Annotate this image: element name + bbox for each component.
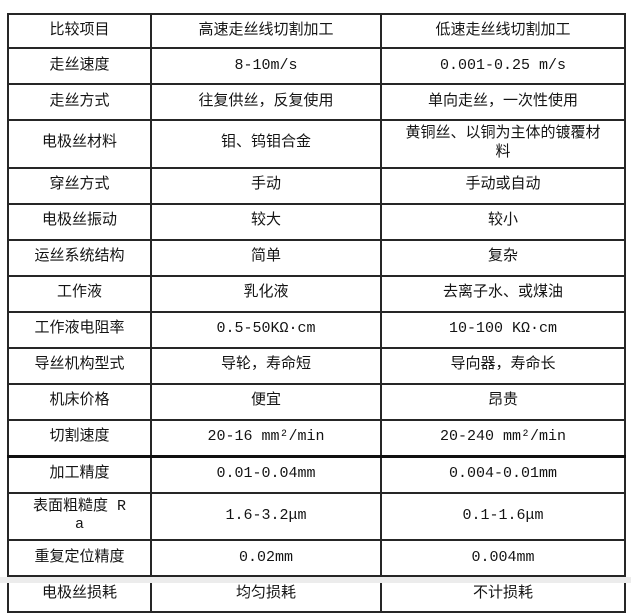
value-cell-high-speed: 往复供丝，反复使用 [150,83,382,121]
value-cell-high-speed: 导轮，寿命短 [150,346,382,385]
value-cell-low-speed: 复杂 [380,238,626,277]
table-row: 机床价格 便宜 昂贵 [7,382,626,421]
table-row: 工作液 乳化液 去离子水、或煤油 [7,274,626,313]
bottom-strip [0,577,631,583]
value-cell-low-speed: 昂贵 [380,382,626,421]
value-cell-high-speed: 钼、钨钼合金 [150,119,382,169]
value-cell-high-speed: 0.01-0.04mm [150,455,382,494]
table-row: 重复定位精度 0.02mm 0.004mm [7,539,626,577]
row-header-cell: 运丝系统结构 [7,238,152,277]
table-row: 工作液电阻率 0.5-50KΩ·cm 10-100 KΩ·cm [7,310,626,349]
value-cell-high-speed: 1.6-3.2μm [150,491,382,541]
row-header-cell: 工作液 [7,274,152,313]
row-header-cell: 工作液电阻率 [7,310,152,349]
value-cell-low-speed: 单向走丝，一次性使用 [380,83,626,121]
value-cell-low-speed: 20-240 mm²/min [380,418,626,458]
row-header-cell: 穿丝方式 [7,166,152,205]
table-row: 电极丝材料 钼、钨钼合金 黄铜丝、以铜为主体的镀覆材料 [7,119,626,169]
row-header-cell: 走丝速度 [7,47,152,85]
page-background: 比较项目 高速走丝线切割加工 低速走丝线切割加工 走丝速度 8-10m/s 0.00… [0,13,631,613]
row-header-cell: 电极丝振动 [7,202,152,241]
table-row: 切割速度 20-16 mm²/min 20-240 mm²/min [7,418,626,458]
value-cell-low-speed: 0.001-0.25 m/s [380,47,626,85]
value-cell-high-speed: 简单 [150,238,382,277]
value-cell-low-speed: 10-100 KΩ·cm [380,310,626,349]
value-cell-low-speed: 导向器，寿命长 [380,346,626,385]
value-cell-low-speed: 0.004mm [380,539,626,577]
value-cell-low-speed: 0.004-0.01mm [380,455,626,494]
row-header-cell: 机床价格 [7,382,152,421]
table-row: 导丝机构型式 导轮，寿命短 导向器，寿命长 [7,346,626,385]
table-row: 走丝方式 往复供丝，反复使用 单向走丝，一次性使用 [7,83,626,121]
column-header-low-speed: 低速走丝线切割加工 [380,13,626,49]
value-cell-high-speed: 20-16 mm²/min [150,418,382,458]
value-cell-high-speed: 0.02mm [150,539,382,577]
row-header-cell: 重复定位精度 [7,539,152,577]
row-header-cell: 加工精度 [7,455,152,494]
value-cell-low-speed: 去离子水、或煤油 [380,274,626,313]
table-row: 加工精度 0.01-0.04mm 0.004-0.01mm [7,455,626,494]
column-header-item: 比较项目 [7,13,152,49]
row-header-cell: 导丝机构型式 [7,346,152,385]
value-cell-high-speed: 8-10m/s [150,47,382,85]
row-header-cell: 切割速度 [7,418,152,458]
table-row: 运丝系统结构 简单 复杂 [7,238,626,277]
table-row: 走丝速度 8-10m/s 0.001-0.25 m/s [7,47,626,85]
value-cell-low-speed: 较小 [380,202,626,241]
value-cell-high-speed: 较大 [150,202,382,241]
row-header-cell: 表面粗糙度 Ra [7,491,152,541]
value-cell-high-speed: 0.5-50KΩ·cm [150,310,382,349]
wire-edm-comparison-table: 比较项目 高速走丝线切割加工 低速走丝线切割加工 走丝速度 8-10m/s 0.00… [7,13,626,613]
value-cell-low-speed: 黄铜丝、以铜为主体的镀覆材料 [380,119,626,169]
value-cell-low-speed: 0.1-1.6μm [380,491,626,541]
header-row: 比较项目 高速走丝线切割加工 低速走丝线切割加工 [7,13,626,49]
table-row: 穿丝方式 手动 手动或自动 [7,166,626,205]
value-cell-high-speed: 手动 [150,166,382,205]
value-cell-high-speed: 便宜 [150,382,382,421]
row-header-cell: 走丝方式 [7,83,152,121]
value-cell-low-speed: 手动或自动 [380,166,626,205]
value-cell-high-speed: 乳化液 [150,274,382,313]
table-row: 表面粗糙度 Ra 1.6-3.2μm 0.1-1.6μm [7,491,626,541]
column-header-high-speed: 高速走丝线切割加工 [150,13,382,49]
table-body: 走丝速度 8-10m/s 0.001-0.25 m/s 走丝方式 往复供丝，反复使用 单向… [7,47,626,613]
row-header-cell: 电极丝材料 [7,119,152,169]
table-row: 电极丝振动 较大 较小 [7,202,626,241]
